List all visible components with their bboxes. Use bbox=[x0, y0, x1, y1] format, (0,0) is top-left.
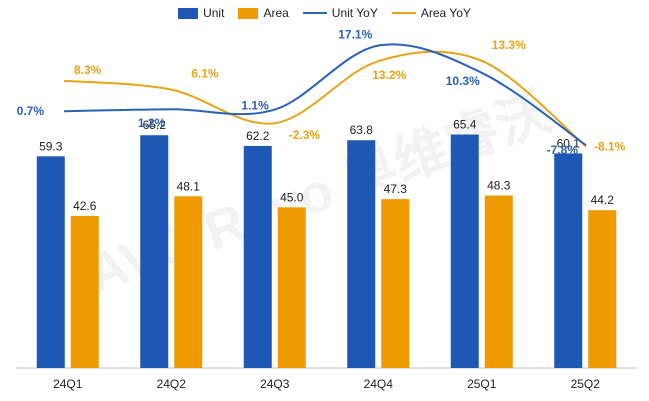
data-label-unit-yoy-24Q2: 1.2% bbox=[138, 116, 166, 130]
legend-label-area: Area bbox=[263, 6, 289, 20]
data-label-unit-24Q3: 62.2 bbox=[246, 129, 270, 143]
line-unit-yoy bbox=[63, 43, 587, 147]
data-label-area-yoy-24Q2: 6.1% bbox=[191, 67, 219, 81]
data-label-unit-24Q4: 63.8 bbox=[350, 123, 374, 137]
data-label-unit-25Q1: 65.4 bbox=[453, 118, 477, 132]
bar-area-24Q2 bbox=[174, 196, 203, 368]
data-label-unit-yoy-24Q4: 17.1% bbox=[338, 28, 372, 42]
bar-area-24Q1 bbox=[70, 215, 99, 368]
data-label-area-24Q3: 45.0 bbox=[280, 190, 304, 204]
x-tick-label-24Q4: 24Q4 bbox=[364, 377, 394, 391]
data-label-unit-yoy-24Q3: 1.1% bbox=[241, 99, 269, 113]
x-tick-label-24Q2: 24Q2 bbox=[157, 377, 187, 391]
data-label-unit-yoy-25Q2: -7.8% bbox=[547, 143, 579, 157]
legend-swatch-area-yoy bbox=[391, 12, 416, 14]
bar-area-24Q3 bbox=[277, 207, 306, 368]
data-label-area-yoy-24Q3: -2.3% bbox=[289, 128, 321, 142]
data-label-unit-24Q2: 65.2 bbox=[143, 118, 167, 132]
legend-label-area-yoy: Area YoY bbox=[420, 6, 471, 20]
legend: Unit Area Unit YoY Area YoY bbox=[0, 4, 649, 22]
data-label-area-yoy-24Q1: 8.3% bbox=[74, 63, 102, 77]
data-label-area-25Q1: 48.3 bbox=[487, 179, 511, 193]
legend-item-unit: Unit bbox=[178, 6, 224, 20]
legend-swatch-area bbox=[238, 7, 259, 19]
legend-swatch-unit bbox=[178, 7, 199, 19]
data-label-unit-24Q1: 59.3 bbox=[39, 139, 63, 153]
data-label-area-24Q2: 48.1 bbox=[177, 179, 201, 193]
bar-area-24Q4 bbox=[381, 199, 410, 368]
x-tick-label-25Q2: 25Q2 bbox=[571, 377, 601, 391]
bar-unit-24Q1 bbox=[36, 156, 65, 368]
data-label-unit-yoy-25Q1: 10.3% bbox=[446, 74, 480, 88]
legend-item-area: Area bbox=[238, 6, 289, 20]
legend-label-unit-yoy: Unit YoY bbox=[331, 6, 378, 20]
data-label-area-yoy-25Q2: -8.1% bbox=[594, 139, 626, 153]
data-label-unit-25Q2: 60.1 bbox=[557, 136, 581, 150]
data-label-area-24Q4: 47.3 bbox=[384, 182, 408, 196]
data-label-area-yoy-25Q1: 13.3% bbox=[492, 38, 526, 52]
legend-item-unit-yoy: Unit YoY bbox=[302, 6, 378, 20]
data-label-area-24Q1: 42.6 bbox=[73, 199, 97, 213]
data-label-area-25Q2: 44.2 bbox=[591, 193, 615, 207]
legend-swatch-unit-yoy bbox=[302, 12, 327, 14]
data-label-area-yoy-24Q4: 13.2% bbox=[372, 68, 406, 82]
bar-unit-24Q2 bbox=[140, 135, 169, 368]
bar-unit-25Q2 bbox=[554, 153, 583, 368]
bar-area-25Q1 bbox=[484, 195, 513, 368]
bar-area-25Q2 bbox=[588, 210, 617, 368]
line-area-yoy bbox=[63, 50, 587, 148]
x-tick-label-24Q3: 24Q3 bbox=[260, 377, 290, 391]
legend-item-area-yoy: Area YoY bbox=[391, 6, 471, 20]
x-tick-label-25Q1: 25Q1 bbox=[467, 377, 497, 391]
data-label-unit-yoy-24Q1: 0.7% bbox=[17, 104, 45, 118]
bar-unit-24Q3 bbox=[243, 145, 272, 368]
x-tick-label-24Q1: 24Q1 bbox=[53, 377, 83, 391]
bar-unit-25Q1 bbox=[450, 134, 479, 368]
legend-label-unit: Unit bbox=[203, 6, 225, 20]
bar-unit-24Q4 bbox=[347, 140, 376, 368]
